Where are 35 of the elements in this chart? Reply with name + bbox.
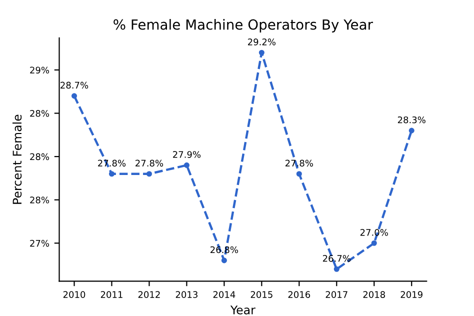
y-tick-label: 27% [30, 240, 50, 247]
point [408, 128, 414, 134]
x-tick-label: 2017 [326, 291, 348, 298]
point [108, 171, 115, 177]
point [334, 266, 340, 272]
data-label: 27.8% [136, 160, 164, 167]
x-tick-label: 2010 [63, 291, 86, 298]
data-label: 29.2% [248, 38, 276, 46]
x-tick-label: 2016 [288, 291, 310, 298]
y-tick-label: 28% [30, 153, 50, 160]
data-label: 27.9% [173, 151, 201, 158]
data-label: 27.0% [360, 229, 388, 236]
data-label: 26.7% [322, 254, 350, 262]
x-axis-title: Year [230, 306, 256, 314]
x-tick-label: 2019 [400, 291, 422, 298]
x-tick-label: 2014 [213, 291, 236, 298]
data-label: 28.3% [398, 116, 426, 124]
x-tick-label: 2011 [100, 291, 122, 298]
x-tick-label: 2013 [176, 291, 198, 298]
point [296, 171, 302, 177]
point [71, 93, 78, 99]
data-label: 28.7% [60, 82, 88, 89]
point [258, 50, 264, 56]
y-tick-label: 28% [30, 110, 50, 117]
x-tick-label: 2012 [138, 291, 160, 298]
point [221, 258, 227, 264]
point [184, 162, 190, 168]
y-tick-label: 28% [30, 196, 50, 204]
y-axis-title: Percent Female [12, 114, 22, 204]
x-tick-label: 2015 [250, 291, 272, 298]
point [146, 171, 152, 177]
chart-title: % Female Machine Operators By Year [114, 19, 374, 32]
x-tick-label: 2018 [363, 291, 385, 298]
point [371, 240, 377, 246]
y-tick-label: 29% [30, 66, 50, 74]
